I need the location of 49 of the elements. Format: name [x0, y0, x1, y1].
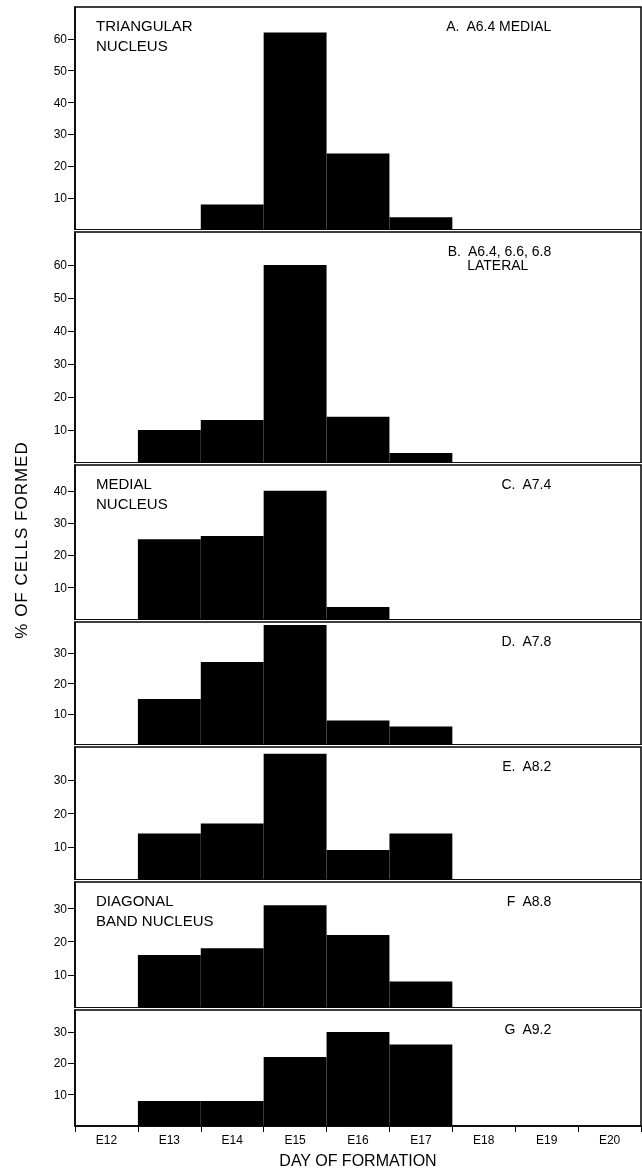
y-tick-label: 40 — [53, 95, 68, 110]
y-tick-label: 30 — [53, 357, 68, 371]
y-tick-label: 30 — [53, 773, 68, 788]
y-tick-label: 20 — [53, 159, 68, 174]
y-tick-label: 20 — [53, 934, 68, 949]
y-tick-label: 20 — [53, 390, 68, 404]
y-tick-label: 20 — [53, 548, 68, 563]
y-tick-label: 10 — [53, 967, 68, 982]
y-tick-label: 60 — [53, 31, 68, 46]
y-tick-label: 50 — [53, 63, 68, 78]
y-tick-label: 10 — [53, 839, 68, 854]
x-tick-label: E19 — [535, 1133, 558, 1147]
x-axis-title: DAY OF FORMATION — [279, 1151, 437, 1169]
y-tick-label: 10 — [53, 707, 68, 722]
x-tick-label: E16 — [347, 1133, 369, 1147]
x-tick-label: E12 — [95, 1133, 118, 1147]
text: B. A6.4, 6.6, 6.8 LATERAL — [447, 243, 552, 273]
text: E. A8.2 — [502, 758, 552, 774]
y-tick-label: 30 — [53, 127, 68, 142]
annotation: DIAGONAL BAND NUCLEUS — [96, 891, 214, 929]
text: A. A6.4 MEDIAL — [446, 18, 552, 34]
x-tick-label: E15 — [284, 1133, 307, 1147]
y-tick-label: 10 — [53, 423, 68, 437]
y-tick-label: 10 — [53, 580, 68, 595]
y-tick-label: 30 — [53, 1024, 68, 1039]
y-tick-label: 40 — [53, 483, 68, 498]
x-tick-label: E14 — [221, 1133, 244, 1147]
y-tick-label: 20 — [53, 806, 68, 821]
x-tick-label: E13 — [158, 1133, 181, 1147]
y-tick-label: 60 — [53, 258, 68, 272]
y-axis-title: % OF CELLS FORMED — [12, 441, 32, 639]
y-tick-label: 30 — [53, 901, 68, 916]
y-tick-label: 30 — [53, 516, 68, 531]
y-tick-label: 40 — [53, 324, 68, 338]
x-tick-label: E18 — [473, 1133, 495, 1147]
x-tick-label: E20 — [598, 1133, 621, 1147]
annotation: MEDIAL NUCLEUS — [96, 474, 168, 512]
text: D. A7.8 — [501, 633, 552, 649]
text: G A9.2 — [504, 1021, 552, 1037]
y-tick-label: 20 — [53, 676, 68, 691]
y-tick-label: 30 — [53, 645, 68, 660]
text: F A8.8 — [506, 893, 552, 909]
y-tick-label: 10 — [53, 1087, 68, 1102]
y-tick-label: 50 — [53, 291, 68, 305]
y-tick-label: 10 — [53, 191, 68, 206]
annotation: TRIANGULAR NUCLEUS — [96, 16, 193, 54]
x-tick-label: E17 — [410, 1133, 432, 1147]
text: C. A7.4 — [501, 476, 552, 492]
y-tick-label: 20 — [53, 1056, 68, 1071]
